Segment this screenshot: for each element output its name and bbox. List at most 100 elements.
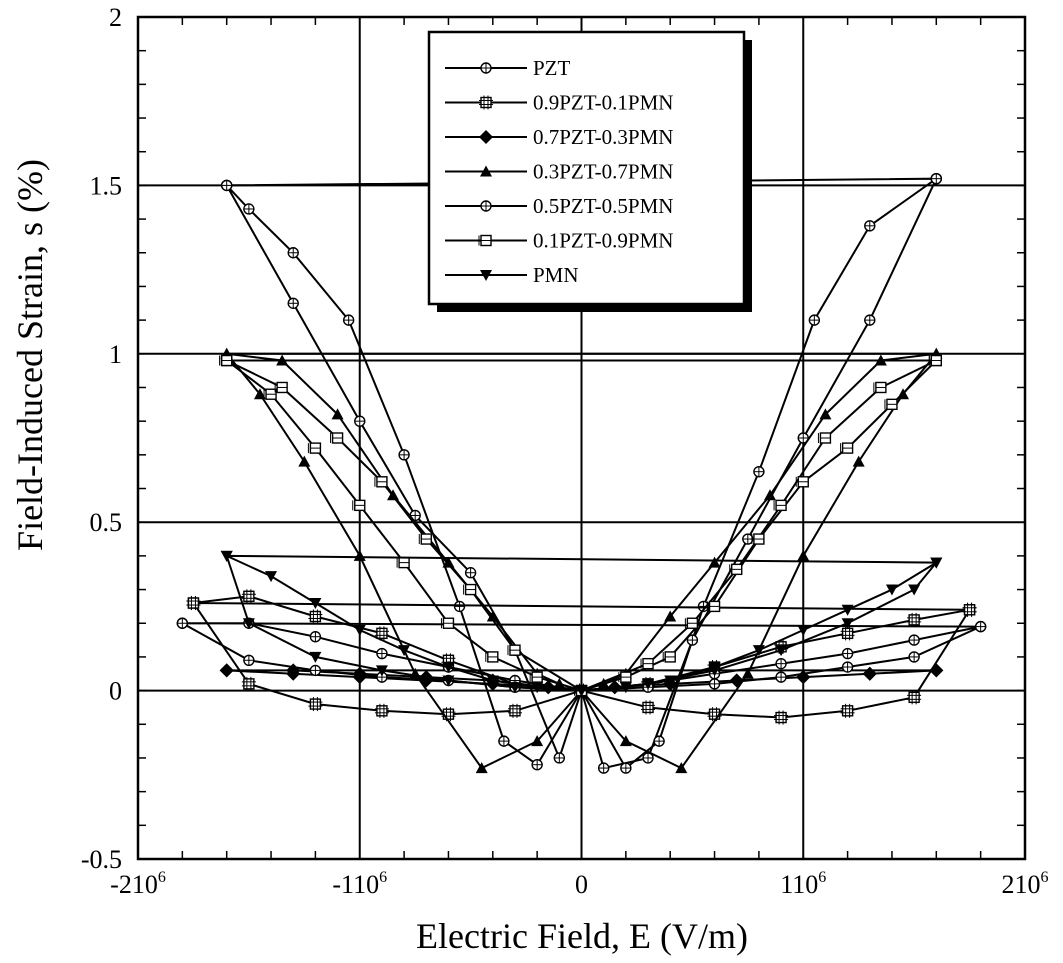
data-point <box>464 567 477 579</box>
data-point <box>908 634 920 646</box>
data-point <box>307 442 322 454</box>
data-point <box>374 703 389 718</box>
data-point <box>263 388 277 400</box>
data-point <box>907 612 922 627</box>
data-point <box>453 600 466 613</box>
legend-box <box>427 30 746 306</box>
data-point <box>841 604 854 616</box>
data-point <box>219 354 233 367</box>
series-pmn <box>220 550 943 697</box>
data-point <box>486 610 499 622</box>
data-point <box>797 624 810 636</box>
data-point <box>664 675 677 687</box>
data-point <box>442 556 455 568</box>
data-point <box>353 549 366 561</box>
data-point <box>774 710 789 725</box>
y-tick-label: -0.5 <box>81 845 122 874</box>
legend-marker <box>480 165 492 177</box>
data-point <box>620 762 632 774</box>
data-point <box>330 432 344 444</box>
data-point <box>840 703 855 718</box>
data-point <box>498 735 510 747</box>
data-point <box>907 690 922 705</box>
data-point <box>575 685 588 697</box>
y-tick-label: 2 <box>109 3 122 32</box>
data-point <box>597 762 610 774</box>
data-point <box>642 752 654 764</box>
data-point <box>475 762 488 774</box>
data-point <box>841 661 854 673</box>
data-point <box>553 752 566 764</box>
data-point <box>485 651 499 663</box>
data-point <box>531 735 544 747</box>
data-point <box>974 620 987 633</box>
data-point <box>309 651 322 663</box>
data-point <box>376 647 388 660</box>
data-point <box>642 678 655 690</box>
data-point <box>308 697 323 712</box>
data-point <box>374 626 389 641</box>
x-tick-label: 2106 <box>1002 869 1049 899</box>
data-point <box>309 631 322 643</box>
y-tick-label: 0 <box>109 677 122 706</box>
data-point <box>286 666 301 681</box>
data-point <box>507 703 522 718</box>
data-point <box>808 314 821 326</box>
data-point <box>186 596 201 611</box>
legend-label: 0.9PZT-0.1PMN <box>533 91 673 115</box>
data-point <box>220 550 233 562</box>
data-point <box>308 609 323 624</box>
data-point <box>219 663 234 678</box>
tick-labels: -2106 -1106 0 1106 2106 -0.5 0 0.5 1 1.5 2 <box>81 3 1049 899</box>
legend: PZT 0.9PZT-0.1PMN 0.7PZT-0.3PMN 0.3PZT-0.7P… <box>427 30 752 312</box>
data-point <box>353 624 366 636</box>
legend-marker <box>480 270 492 281</box>
series-line <box>191 595 971 719</box>
data-point <box>862 666 877 681</box>
legend-item-0-5pzt-0-5pmn: 0.5PZT-0.5PMN <box>445 194 673 218</box>
legend-item-0-9pzt-0-1pmn: 0.9PZT-0.1PMN <box>445 91 673 115</box>
data-point <box>962 602 977 617</box>
legend-marker <box>479 95 493 110</box>
data-point <box>242 618 255 630</box>
data-point <box>662 651 676 663</box>
data-point <box>331 408 344 420</box>
data-point <box>354 415 366 427</box>
data-point <box>841 618 854 630</box>
data-point <box>253 388 266 400</box>
data-point <box>797 432 809 444</box>
data-point <box>342 314 355 326</box>
data-point <box>795 476 809 488</box>
data-point <box>773 499 787 512</box>
data-point <box>441 707 456 722</box>
data-point <box>374 476 388 488</box>
x-tick-label: 0 <box>575 870 588 899</box>
data-point <box>375 665 388 677</box>
series-0-9pzt-0-1pmn <box>186 589 977 725</box>
data-point <box>852 455 865 467</box>
data-point <box>763 489 776 501</box>
data-point <box>309 664 322 677</box>
data-point <box>486 675 499 687</box>
data-point <box>928 354 942 367</box>
legend-marker <box>480 200 492 212</box>
x-tick-label: 1106 <box>780 869 826 899</box>
data-point <box>864 220 876 232</box>
data-point <box>463 583 477 596</box>
data-point <box>396 556 410 569</box>
data-point <box>531 682 544 694</box>
data-point <box>751 533 765 545</box>
data-point <box>287 297 299 309</box>
data-point <box>884 398 898 411</box>
x-tick-label: -1106 <box>332 869 387 899</box>
data-point <box>741 667 754 679</box>
data-point <box>752 645 765 657</box>
data-point <box>220 179 233 192</box>
data-point <box>274 381 288 394</box>
series-line <box>181 622 982 692</box>
data-point <box>729 563 743 576</box>
series-line <box>226 359 938 692</box>
data-point <box>241 676 256 691</box>
series-line <box>225 554 939 692</box>
data-point <box>653 735 665 747</box>
